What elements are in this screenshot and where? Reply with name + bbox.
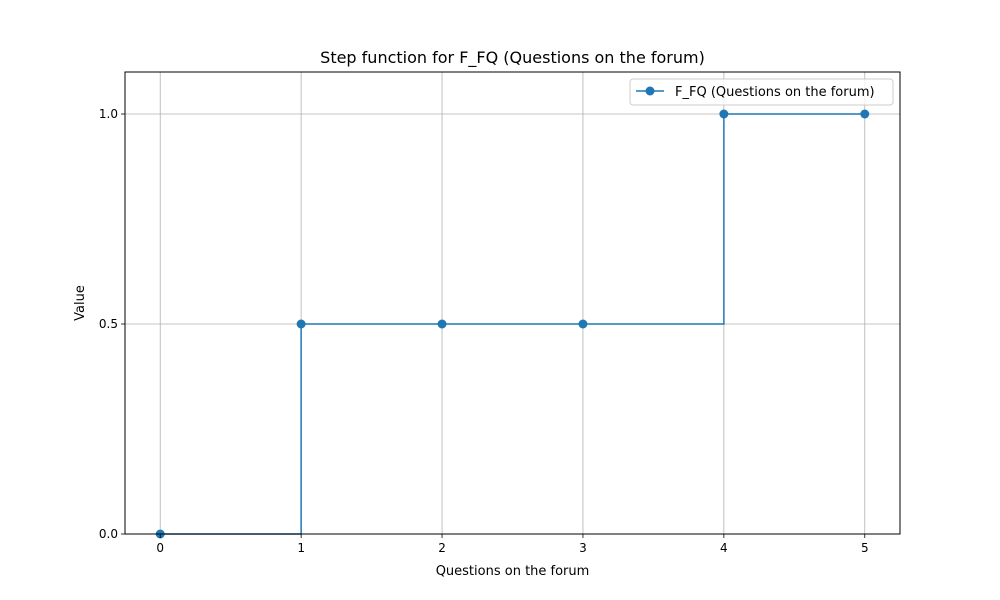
series-step-line bbox=[160, 113, 865, 535]
x-tick-label: 3 bbox=[579, 541, 587, 555]
series-layer bbox=[155, 109, 870, 539]
legend-label: F_FQ (Questions on the forum) bbox=[675, 85, 875, 100]
x-tick-label: 0 bbox=[156, 541, 164, 555]
y-axis: 0.0 0.5 1.0 bbox=[99, 107, 125, 541]
plot-frame bbox=[124, 71, 901, 535]
chart-title: Step function for F_FQ (Questions on the… bbox=[320, 48, 705, 68]
x-axis: 0 1 2 3 4 5 bbox=[156, 534, 869, 555]
x-tick-label: 2 bbox=[438, 541, 446, 555]
x-tick-label: 4 bbox=[720, 541, 728, 555]
y-tick-label: 0.0 bbox=[99, 527, 118, 541]
x-tick-label: 1 bbox=[297, 541, 305, 555]
x-tick-label: 5 bbox=[861, 541, 869, 555]
data-point bbox=[860, 109, 870, 119]
legend-marker-swatch bbox=[645, 86, 655, 96]
data-point bbox=[437, 319, 447, 329]
legend: F_FQ (Questions on the forum) bbox=[629, 78, 894, 106]
y-axis-label: Value bbox=[73, 285, 88, 321]
data-point bbox=[578, 319, 588, 329]
data-point bbox=[296, 319, 306, 329]
x-axis-label: Questions on the forum bbox=[436, 564, 590, 579]
legend-box bbox=[629, 78, 894, 106]
y-tick-label: 0.5 bbox=[99, 317, 118, 331]
y-tick-label: 1.0 bbox=[99, 107, 118, 121]
data-point bbox=[719, 109, 729, 119]
